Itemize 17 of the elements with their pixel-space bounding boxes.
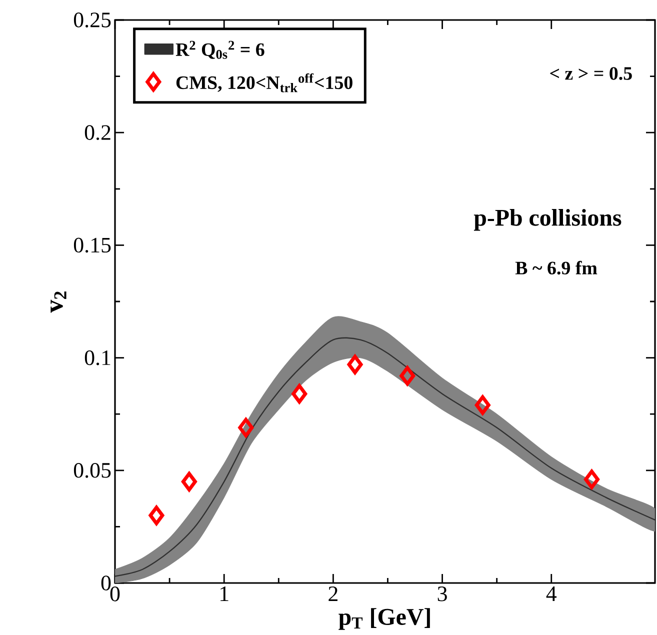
y-tick-label: 0.15 — [74, 238, 111, 253]
y-tick-label: 0.05 — [74, 462, 111, 478]
y-tick-label: 0 — [101, 576, 111, 590]
x-tick-label: 4 — [546, 586, 557, 601]
legend-label: R$^{2}$ Q$_{0s}$$^{2}$ = 6 — [176, 40, 264, 59]
y-axis-title: v$_{2}$ — [50, 292, 66, 313]
y-tick-label: 0.1 — [84, 350, 110, 366]
y-tick-label: 0.25 — [74, 12, 111, 28]
x-tick-label: 3 — [438, 586, 447, 602]
annotation: < z > = 0.5 — [550, 67, 632, 80]
x-tick-label: 2 — [328, 586, 338, 602]
x-axis-title: p$_{T}$ [GeV] — [338, 608, 430, 630]
annotation: B ~ 6.9 fm — [515, 260, 598, 275]
y-tick-label: 0.2 — [84, 125, 110, 140]
annotation: p-Pb collisions — [474, 209, 622, 231]
legend-label: CMS, 120<N$_{trk}$$^{off}$<150 — [176, 73, 352, 92]
x-tick-label: 1 — [220, 586, 228, 601]
